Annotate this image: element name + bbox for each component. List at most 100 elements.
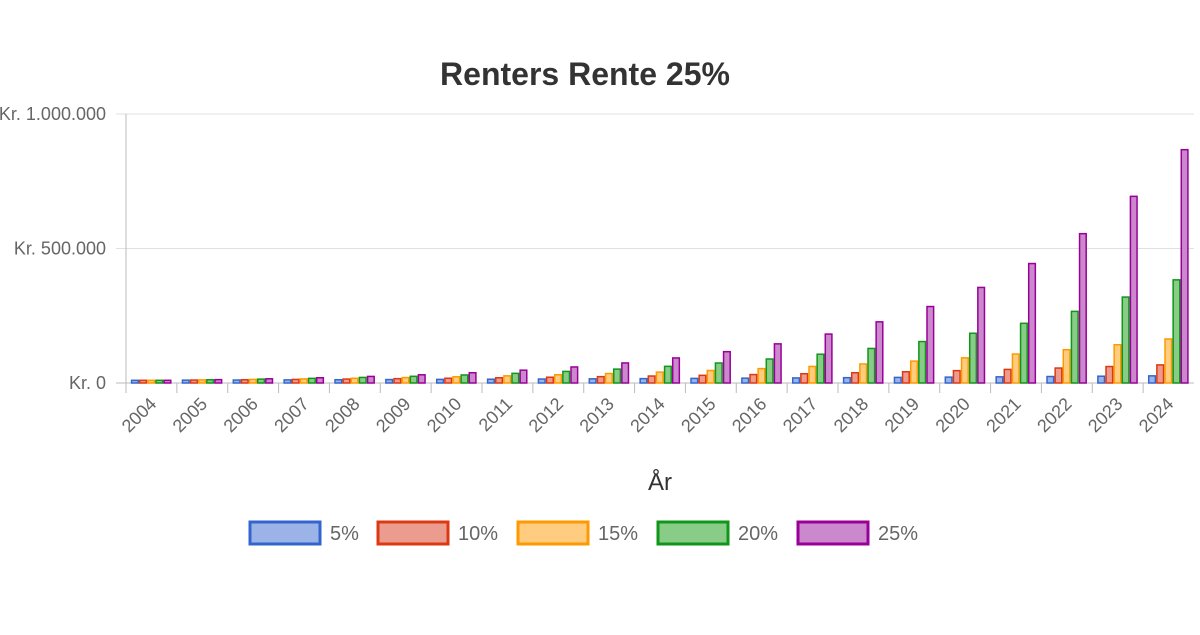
legend-label: 5%	[330, 523, 359, 545]
bar	[1078, 232, 1087, 384]
x-tick-label: 2005	[169, 394, 211, 436]
bar	[690, 377, 699, 384]
x-tick-label: 2010	[423, 394, 465, 436]
bar	[893, 376, 902, 384]
bar	[537, 378, 546, 384]
bar	[393, 377, 402, 384]
bar	[511, 372, 520, 384]
bar	[663, 365, 672, 384]
x-tick-label: 2004	[118, 394, 160, 436]
bar	[519, 369, 528, 384]
bar	[240, 378, 249, 384]
x-tick-label: 2009	[372, 394, 414, 436]
bar	[850, 372, 860, 384]
bar	[909, 360, 919, 384]
bar	[842, 376, 851, 384]
bar	[1046, 375, 1055, 384]
legend-label: 20%	[738, 523, 778, 545]
bar	[503, 375, 512, 384]
x-tick-label: 2014	[626, 394, 668, 436]
bar	[612, 368, 622, 384]
bar	[307, 377, 316, 384]
x-tick-label: 2022	[1033, 394, 1075, 436]
bar	[867, 347, 876, 384]
bar	[1019, 322, 1028, 384]
x-tick-label: 2018	[830, 394, 872, 436]
x-tick-label: 2020	[932, 394, 974, 436]
x-tick-label: 2006	[220, 394, 262, 436]
bar	[265, 378, 274, 384]
x-tick-label: 2012	[525, 394, 567, 436]
legend-item[interactable]: 20%	[656, 520, 778, 546]
bar	[995, 376, 1004, 384]
bar	[155, 379, 164, 384]
bar	[952, 369, 961, 384]
legend-label: 15%	[598, 523, 638, 545]
x-tick-label: 2023	[1084, 394, 1126, 436]
bar	[562, 370, 571, 384]
bar	[757, 367, 766, 384]
bar	[570, 366, 579, 384]
bar	[248, 378, 257, 384]
bar	[553, 374, 563, 384]
bar	[714, 362, 723, 384]
bar	[875, 321, 884, 384]
x-tick-label: 2011	[475, 394, 517, 436]
bar	[452, 376, 461, 384]
bar	[968, 332, 978, 384]
bar	[706, 369, 715, 384]
x-tick-label: 2016	[728, 394, 770, 436]
bar	[1180, 148, 1189, 384]
bar	[545, 376, 554, 384]
legend-swatch	[656, 520, 730, 546]
bar	[494, 377, 504, 384]
bar	[409, 375, 418, 384]
bar	[647, 375, 656, 384]
bar	[256, 378, 266, 384]
bar	[283, 379, 292, 384]
legend-item[interactable]: 15%	[516, 520, 638, 546]
bar	[468, 371, 477, 384]
legend-swatch	[248, 520, 322, 546]
bar	[486, 378, 495, 384]
bar	[366, 375, 375, 384]
x-tick-label: 2007	[270, 394, 312, 436]
y-tick-label: Kr. 0	[69, 373, 106, 393]
bar	[147, 379, 156, 384]
bar	[1156, 364, 1165, 384]
bar	[800, 372, 809, 384]
bar	[604, 372, 613, 384]
bar	[944, 376, 953, 384]
legend-item[interactable]: 5%	[248, 520, 359, 546]
legend-item[interactable]: 25%	[796, 520, 918, 546]
bar	[163, 379, 172, 384]
x-tick-label: 2015	[677, 394, 719, 436]
bar	[639, 377, 648, 384]
bar	[816, 353, 825, 384]
bar	[773, 343, 782, 384]
bar	[138, 379, 148, 384]
bar	[189, 379, 198, 384]
bar	[824, 333, 833, 384]
bar	[358, 376, 367, 384]
bar	[918, 340, 927, 384]
bar	[401, 376, 410, 384]
legend-item[interactable]: 10%	[376, 520, 498, 546]
bar	[791, 377, 801, 384]
bar	[315, 376, 325, 384]
x-axis-label: År	[648, 468, 672, 496]
x-tick-label: 2013	[576, 394, 618, 436]
bar	[1062, 348, 1071, 384]
x-tick-label: 2019	[881, 394, 923, 436]
bar	[214, 378, 223, 384]
bar	[299, 378, 308, 384]
bar	[741, 377, 750, 384]
bar	[291, 378, 300, 384]
bar	[596, 375, 605, 384]
bar	[444, 377, 453, 384]
legend: 5% 10% 15% 20% 25%	[248, 520, 918, 546]
bar	[901, 371, 910, 384]
chart-title: Renters Rente 25%	[440, 56, 730, 92]
bar	[435, 378, 445, 384]
